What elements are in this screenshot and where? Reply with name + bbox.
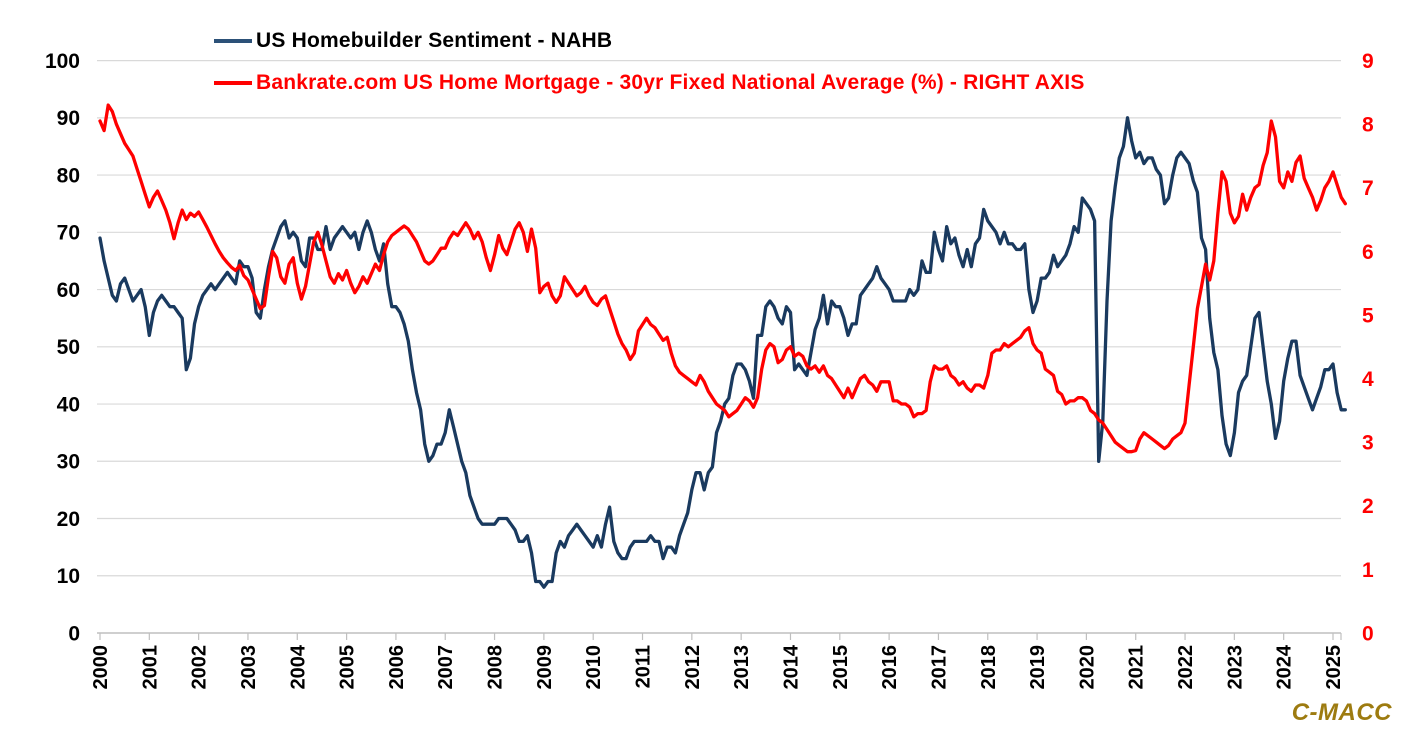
- x-tick-label: 2022: [1175, 645, 1197, 690]
- x-tick-label: 2003: [238, 645, 260, 690]
- x-tick-label: 2012: [682, 645, 704, 690]
- x-tick-label: 2023: [1224, 645, 1246, 690]
- left-axis-tick-label: 50: [57, 336, 80, 359]
- legend: US Homebuilder Sentiment - NAHB Bankrate…: [214, 20, 1085, 104]
- nahb-sentiment-line: [98, 116, 1347, 589]
- legend-item-mortgage: Bankrate.com US Home Mortgage - 30yr Fix…: [214, 62, 1085, 104]
- legend-label-nahb: US Homebuilder Sentiment - NAHB: [256, 29, 613, 52]
- x-tick-label: 2006: [386, 645, 408, 690]
- left-axis-tick-label: 0: [68, 622, 80, 645]
- x-tick-label: 2001: [139, 645, 161, 690]
- right-axis-tick-label: 3: [1362, 432, 1374, 455]
- right-axis-tick-label: 5: [1362, 304, 1374, 327]
- left-axis-tick-label: 10: [57, 565, 80, 588]
- x-tick-label: 2005: [337, 645, 359, 690]
- x-tick-label: 2008: [485, 645, 507, 690]
- x-tick-label: 2007: [435, 645, 457, 690]
- x-tick-label: 2016: [879, 645, 901, 690]
- right-axis-tick-label: 1: [1362, 559, 1374, 582]
- x-tick-label: 2009: [534, 645, 556, 690]
- x-tick-label: 2019: [1027, 645, 1049, 690]
- legend-item-nahb: US Homebuilder Sentiment - NAHB: [214, 20, 1085, 62]
- x-tick-label: 2011: [633, 645, 655, 688]
- left-axis-tick-label: 100: [45, 50, 80, 73]
- left-axis-tick-label: 70: [57, 222, 80, 245]
- right-axis-tick-label: 6: [1362, 241, 1374, 264]
- x-tick-label: 2024: [1274, 644, 1296, 689]
- right-axis-tick-label: 9: [1362, 50, 1374, 73]
- left-axis-tick-label: 30: [57, 451, 80, 474]
- left-axis-tick-label: 20: [57, 508, 80, 531]
- x-tick-label: 2004: [287, 644, 309, 689]
- x-tick-label: 2015: [830, 645, 852, 690]
- right-axis-tick-label: 7: [1362, 177, 1374, 200]
- left-axis-tick-label: 80: [57, 164, 80, 187]
- right-axis-tick-label: 8: [1362, 114, 1374, 137]
- watermark-cmacc: C-MACC: [1291, 699, 1392, 726]
- x-tick-label: 2014: [780, 644, 802, 689]
- mortgage-rate-line: [98, 103, 1347, 454]
- x-tick-label: 2010: [583, 645, 605, 690]
- left-axis-tick-label: 60: [57, 279, 80, 302]
- mortgage-line-swatch: [214, 81, 252, 85]
- left-axis-tick-label: 90: [57, 107, 80, 130]
- right-axis-tick-label: 0: [1362, 622, 1374, 645]
- x-tick-label: 2025: [1323, 645, 1345, 690]
- x-tick-label: 2013: [731, 645, 753, 690]
- x-tick-label: 2000: [90, 645, 112, 690]
- x-tick-label: 2002: [189, 645, 211, 690]
- x-tick-label: 2020: [1076, 645, 1098, 690]
- right-axis-tick-label: 2: [1362, 495, 1374, 518]
- x-tick-label: 2021: [1126, 645, 1148, 690]
- legend-label-mortgage: Bankrate.com US Home Mortgage - 30yr Fix…: [256, 71, 1085, 94]
- left-axis-tick-label: 40: [57, 393, 80, 416]
- nahb-line-swatch: [214, 39, 252, 43]
- right-axis-tick-label: 4: [1362, 368, 1374, 391]
- x-tick-label: 2018: [978, 645, 1000, 690]
- x-tick-label: 2017: [928, 645, 950, 690]
